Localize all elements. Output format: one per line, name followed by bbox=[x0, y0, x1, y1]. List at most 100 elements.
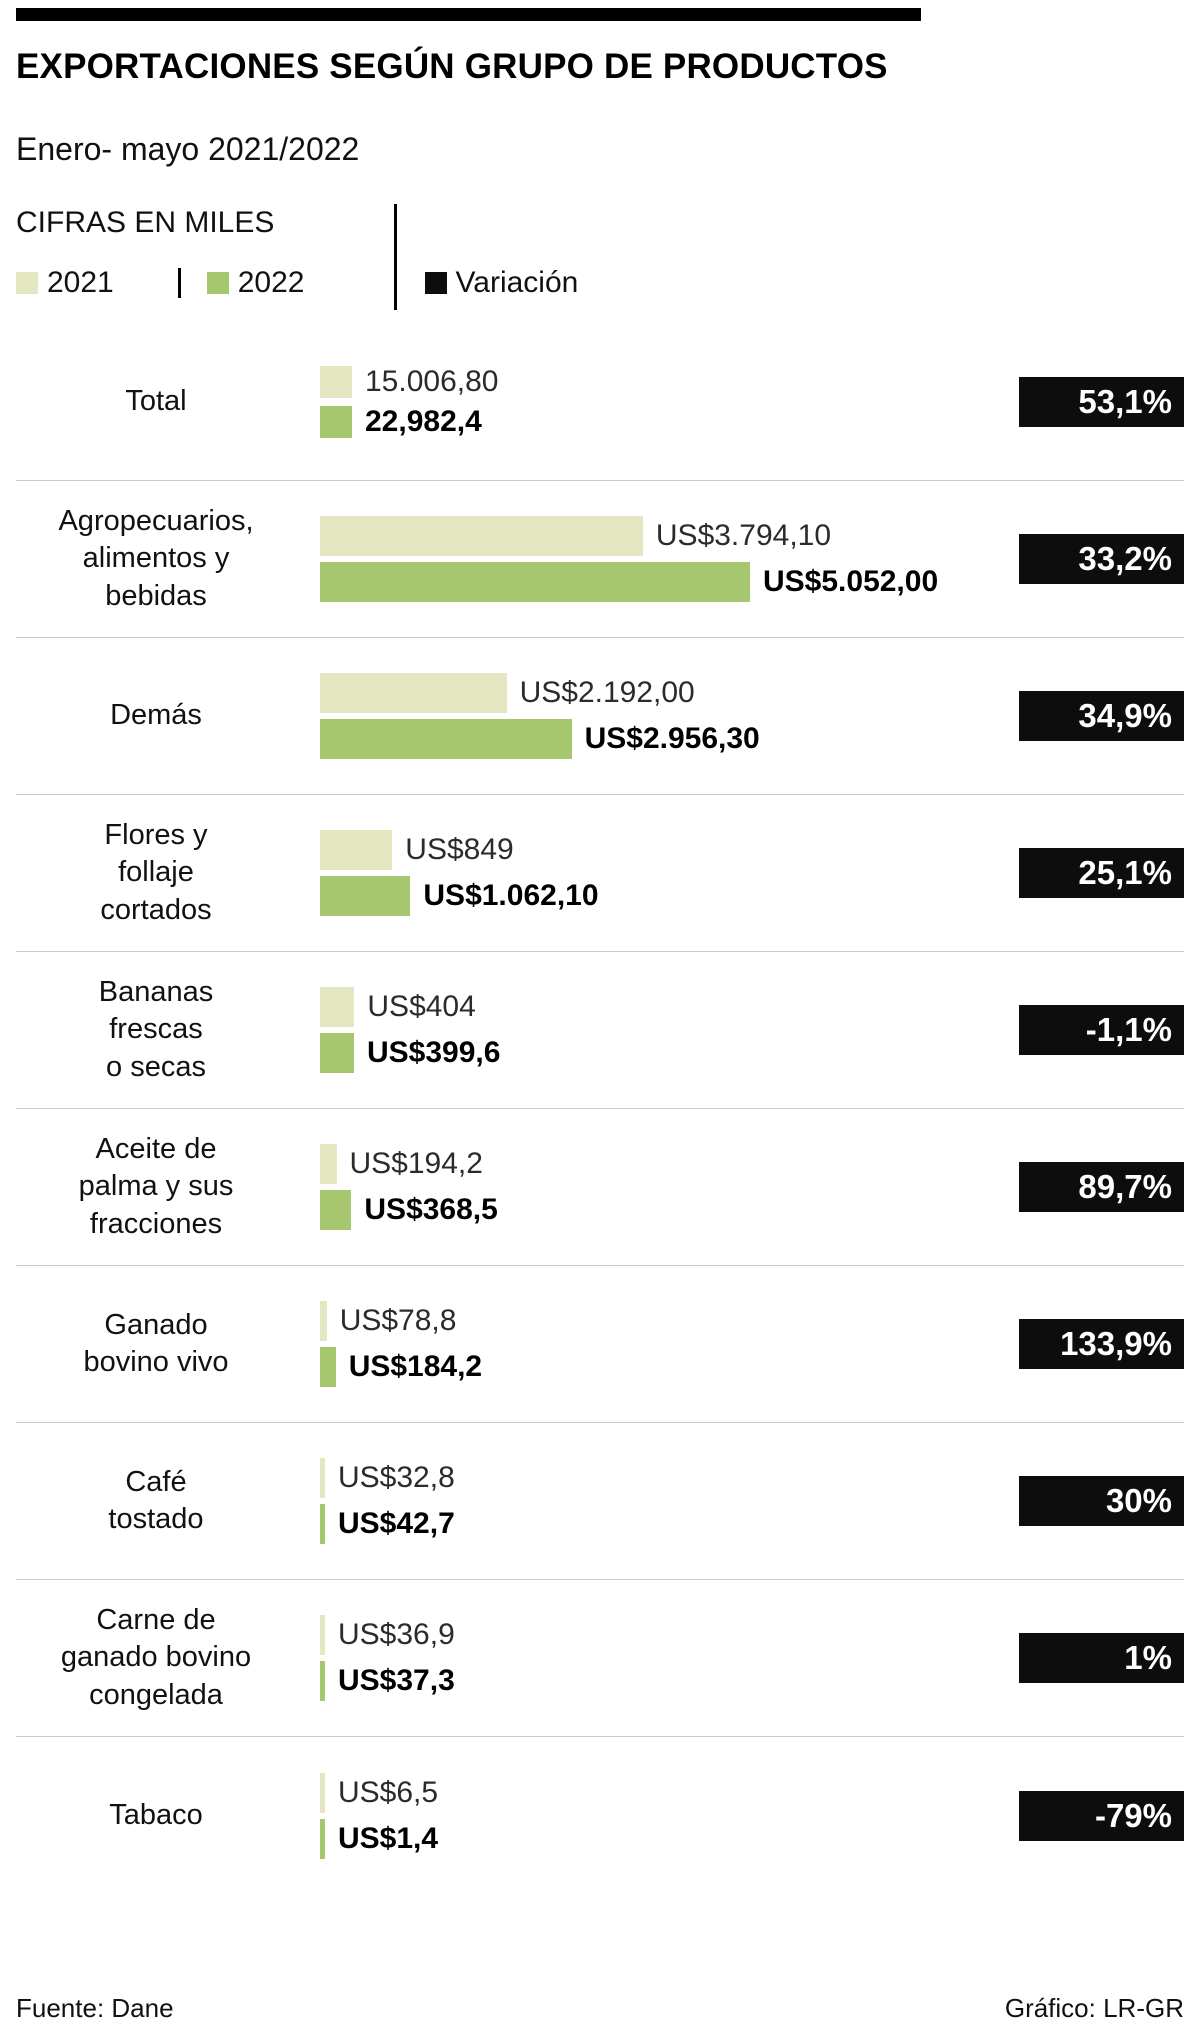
bar-group: US$404 US$399,6 bbox=[320, 987, 1012, 1073]
value-label-2021: US$2.192,00 bbox=[519, 676, 695, 709]
bar-2022 bbox=[320, 1504, 325, 1544]
bar-line-2021: US$2.192,00 bbox=[320, 673, 1012, 713]
bar-line-2021: 15.006,80 bbox=[320, 365, 1012, 399]
value-label-2022: US$2.956,30 bbox=[584, 722, 760, 755]
bar-line-2021: US$78,8 bbox=[320, 1301, 1012, 1341]
bar-2021 bbox=[320, 1458, 325, 1498]
category-label: Flores y follaje cortados bbox=[100, 819, 212, 926]
chart-row: Tabaco US$6,5 US$1,4 -79% bbox=[16, 1737, 1184, 1894]
category-label: Total bbox=[125, 385, 187, 418]
value-label-2021: US$194,2 bbox=[349, 1147, 483, 1180]
category-label: Aceite de palma y sus fracciones bbox=[78, 1133, 234, 1240]
bar-group: US$2.192,00 US$2.956,30 bbox=[320, 673, 1012, 759]
value-label-2021: US$6,5 bbox=[338, 1775, 439, 1809]
value-label-2022: US$1,4 bbox=[338, 1821, 439, 1855]
bar-2022 bbox=[320, 1661, 325, 1701]
bar-line-2022: US$5.052,00 bbox=[320, 562, 1012, 602]
bar-line-2022: US$184,2 bbox=[320, 1347, 1012, 1387]
value-label-2022: US$37,3 bbox=[338, 1664, 455, 1697]
value-label-2021: US$32,8 bbox=[338, 1461, 455, 1494]
legend-divider-tick bbox=[177, 268, 181, 298]
bar-line-2021: US$36,9 bbox=[320, 1615, 1012, 1655]
bar-2021 bbox=[320, 1144, 337, 1184]
chart-subtitle: Enero- mayo 2021/2022 bbox=[16, 131, 360, 167]
variation-badge: 1% bbox=[1019, 1633, 1184, 1683]
bar-2021 bbox=[320, 1772, 325, 1813]
category-label: Bananas frescas o secas bbox=[98, 976, 214, 1083]
bar-2021 bbox=[320, 830, 393, 870]
bar-2021 bbox=[320, 987, 355, 1027]
bar-2022 bbox=[320, 876, 411, 916]
legend-swatch-variation bbox=[424, 272, 447, 294]
variation-cell: 25,1% bbox=[1012, 848, 1184, 898]
chart-row: Flores y follaje cortados US$849 US$1.06… bbox=[16, 795, 1184, 952]
bar-2021 bbox=[320, 1615, 325, 1655]
value-label-2021: US$36,9 bbox=[338, 1618, 455, 1651]
bar-group: US$3.794,10 US$5.052,00 bbox=[320, 516, 1012, 602]
bar-group: US$36,9 US$37,3 bbox=[320, 1615, 1012, 1701]
bar-2022 bbox=[320, 1347, 336, 1387]
legend: 2021 2022 Variación bbox=[16, 266, 1184, 300]
category-label: Agropecuarios, alimentos y bebidas bbox=[58, 505, 254, 612]
variation-cell: 33,2% bbox=[1012, 534, 1184, 584]
variation-badge: 53,1% bbox=[1019, 377, 1184, 427]
chart-row: Aceite de palma y sus fracciones US$194,… bbox=[16, 1109, 1184, 1266]
variation-cell: 1% bbox=[1012, 1633, 1184, 1683]
variation-badge: -1,1% bbox=[1019, 1005, 1184, 1055]
bar-line-2022: US$42,7 bbox=[320, 1504, 1012, 1544]
value-label-2021: US$404 bbox=[367, 990, 476, 1023]
variation-cell: 53,1% bbox=[1012, 377, 1184, 427]
bar-line-2022: 22,982,4 bbox=[320, 405, 1012, 439]
legend-section-divider bbox=[394, 204, 397, 310]
variation-badge: 133,9% bbox=[1019, 1319, 1184, 1369]
variation-cell: 30% bbox=[1012, 1476, 1184, 1526]
variation-badge: 34,9% bbox=[1019, 691, 1184, 741]
credit-label: Gráfico: LR-GR bbox=[1004, 1993, 1184, 2023]
variation-badge: 33,2% bbox=[1019, 534, 1184, 584]
legend-variation-group: Variación bbox=[424, 266, 578, 300]
bar-group: 15.006,80 22,982,4 bbox=[320, 365, 1012, 439]
bar-2021 bbox=[320, 366, 352, 398]
value-label-2021: US$849 bbox=[405, 833, 514, 866]
legend-swatch-2022 bbox=[206, 272, 229, 294]
value-label-2022: US$42,7 bbox=[338, 1507, 455, 1540]
bar-line-2021: US$849 bbox=[320, 830, 1012, 870]
bar-2021 bbox=[320, 673, 507, 713]
variation-cell: -79% bbox=[1012, 1790, 1184, 1841]
bar-group: US$78,8 US$184,2 bbox=[320, 1301, 1012, 1387]
bar-2022 bbox=[320, 406, 352, 438]
bar-line-2021: US$3.794,10 bbox=[320, 516, 1012, 556]
variation-badge: -79% bbox=[1019, 1790, 1184, 1841]
bar-group: US$849 US$1.062,10 bbox=[320, 830, 1012, 916]
variation-cell: 34,9% bbox=[1012, 691, 1184, 741]
bar-group: US$6,5 US$1,4 bbox=[320, 1772, 1012, 1859]
variation-badge: 89,7% bbox=[1019, 1162, 1184, 1212]
variation-cell: 89,7% bbox=[1012, 1162, 1184, 1212]
chart-row: Total 15.006,80 22,982,4 53,1% bbox=[16, 324, 1184, 481]
footer: Fuente: Dane Gráfico: LR-GR bbox=[16, 1993, 1184, 2024]
value-label-2021: US$78,8 bbox=[339, 1304, 457, 1337]
category-label: Carne de ganado bovino congelada bbox=[60, 1604, 252, 1711]
top-rule bbox=[16, 8, 921, 21]
bar-2022 bbox=[320, 562, 750, 602]
variation-cell: 133,9% bbox=[1012, 1319, 1184, 1369]
bar-line-2022: US$1,4 bbox=[320, 1818, 1012, 1859]
chart-row: Agropecuarios, alimentos y bebidas US$3.… bbox=[16, 481, 1184, 638]
bar-line-2022: US$37,3 bbox=[320, 1661, 1012, 1701]
bar-line-2022: US$399,6 bbox=[320, 1033, 1012, 1073]
chart-row: Café tostado US$32,8 US$42,7 30% bbox=[16, 1423, 1184, 1580]
source-label: Fuente: Dane bbox=[16, 1993, 174, 2023]
value-label-2022: US$1.062,10 bbox=[423, 879, 599, 912]
bar-line-2022: US$1.062,10 bbox=[320, 876, 1012, 916]
value-label-2021: US$3.794,10 bbox=[655, 519, 832, 552]
category-label: Tabaco bbox=[109, 1798, 203, 1831]
bar-line-2022: US$368,5 bbox=[320, 1190, 1012, 1230]
bar-2021 bbox=[320, 516, 643, 556]
chart-row: Demás US$2.192,00 US$2.956,30 34,9% bbox=[16, 638, 1184, 795]
value-label-2022: 22,982,4 bbox=[365, 405, 482, 438]
bar-line-2021: US$404 bbox=[320, 987, 1012, 1027]
chart-rows: Total 15.006,80 22,982,4 53,1% Agropecua… bbox=[16, 324, 1184, 1894]
bar-line-2021: US$6,5 bbox=[320, 1772, 1012, 1813]
chart-row: Carne de ganado bovino congelada US$36,9… bbox=[16, 1580, 1184, 1737]
legend-swatch-2021 bbox=[16, 272, 38, 294]
